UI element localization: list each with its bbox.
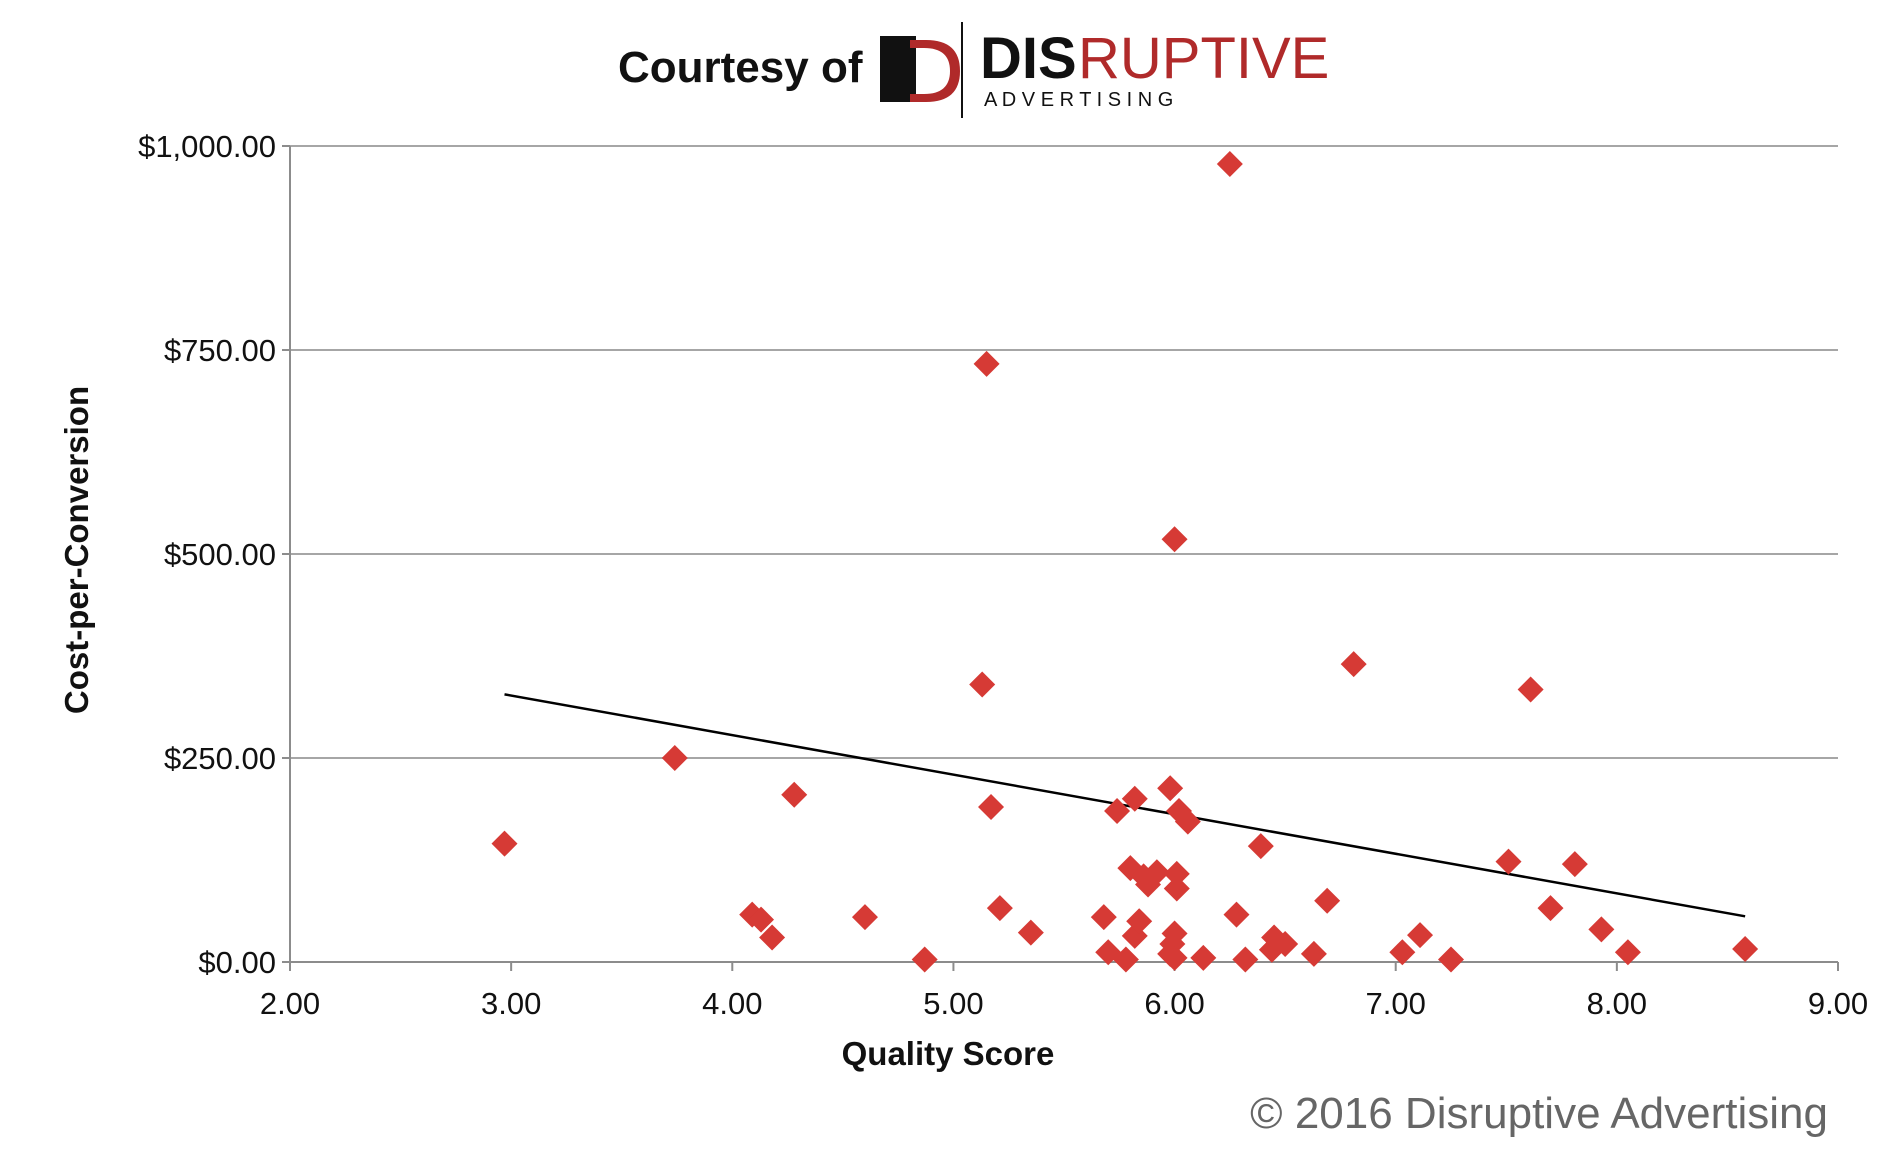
data-point	[1495, 848, 1522, 875]
data-point	[1232, 946, 1259, 973]
data-point	[1161, 920, 1188, 947]
data-point	[491, 830, 518, 857]
x-tick-label: 9.00	[1808, 986, 1868, 1021]
copyright-text: © 2016 Disruptive Advertising	[1250, 1089, 1828, 1138]
data-point	[1190, 944, 1217, 971]
data-point	[911, 946, 938, 973]
x-tick-label: 6.00	[1144, 986, 1204, 1021]
brand-name-thin: RUPTIVE	[1078, 26, 1329, 91]
data-point	[1300, 940, 1327, 967]
data-point	[973, 350, 1000, 377]
data-point	[1161, 944, 1188, 971]
data-point	[1588, 916, 1615, 943]
y-tick-label: $1,000.00	[138, 129, 276, 164]
data-point	[1314, 887, 1341, 914]
data-point	[1407, 922, 1434, 949]
data-point	[1247, 833, 1274, 860]
data-point	[1121, 785, 1148, 812]
trendline	[504, 693, 1746, 918]
courtesy-header: Courtesy of DIS RUPTIVE A D V E R T I S …	[618, 22, 1329, 118]
data-point	[1112, 946, 1139, 973]
x-tick-label: 3.00	[481, 986, 541, 1021]
x-tick-label: 7.00	[1366, 986, 1426, 1021]
data-point	[1161, 526, 1188, 553]
data-point	[1614, 939, 1641, 966]
x-tick-label: 8.00	[1587, 986, 1647, 1021]
y-axis-title: Cost-per-Conversion	[58, 386, 95, 714]
data-point	[1163, 860, 1190, 887]
gridlines	[290, 145, 1838, 759]
data-point	[1517, 676, 1544, 703]
data-point	[748, 906, 775, 933]
data-point	[851, 904, 878, 931]
y-tick-label: $0.00	[198, 945, 276, 980]
y-tick-label: $500.00	[164, 537, 276, 572]
data-point	[1732, 935, 1759, 962]
data-point	[1126, 908, 1153, 935]
data-point	[978, 793, 1005, 820]
data-point	[986, 895, 1013, 922]
data-point	[1223, 901, 1250, 928]
x-tick-label: 2.00	[260, 986, 320, 1021]
x-tick-label: 4.00	[702, 986, 762, 1021]
data-point	[1163, 875, 1190, 902]
data-point	[1340, 651, 1367, 678]
x-axis-title: Quality Score	[842, 1035, 1055, 1072]
tick-labels: $0.00 $250.00 $500.00 $750.00 $1,000.00 2.00 3…	[138, 129, 1868, 1021]
trendline-layer	[504, 693, 1746, 918]
data-point	[1104, 798, 1131, 825]
data-point	[1216, 150, 1243, 177]
courtesy-text: Courtesy of	[618, 43, 863, 92]
data-point	[759, 924, 786, 951]
data-point	[1017, 919, 1044, 946]
x-tick-label: 5.00	[923, 986, 983, 1021]
data-point	[1174, 808, 1201, 835]
data-point	[661, 745, 688, 771]
data-point	[1561, 851, 1588, 878]
brand-name-bold: DIS	[980, 26, 1077, 91]
data-point	[781, 781, 808, 808]
data-point	[1143, 859, 1170, 886]
y-tick-label: $750.00	[164, 333, 276, 368]
data-point	[1389, 939, 1416, 966]
data-point	[1157, 775, 1184, 802]
data-point	[1090, 904, 1117, 931]
data-point	[1537, 895, 1564, 922]
y-tick-label: $250.00	[164, 741, 276, 776]
data-point	[1272, 931, 1299, 958]
data-point	[1438, 946, 1464, 973]
data-point	[969, 671, 996, 698]
axes	[282, 145, 1839, 971]
brand-subtitle: A D V E R T I S I N G	[984, 89, 1173, 111]
data-points	[491, 150, 1759, 973]
disruptive-d-logo-icon	[880, 36, 960, 102]
